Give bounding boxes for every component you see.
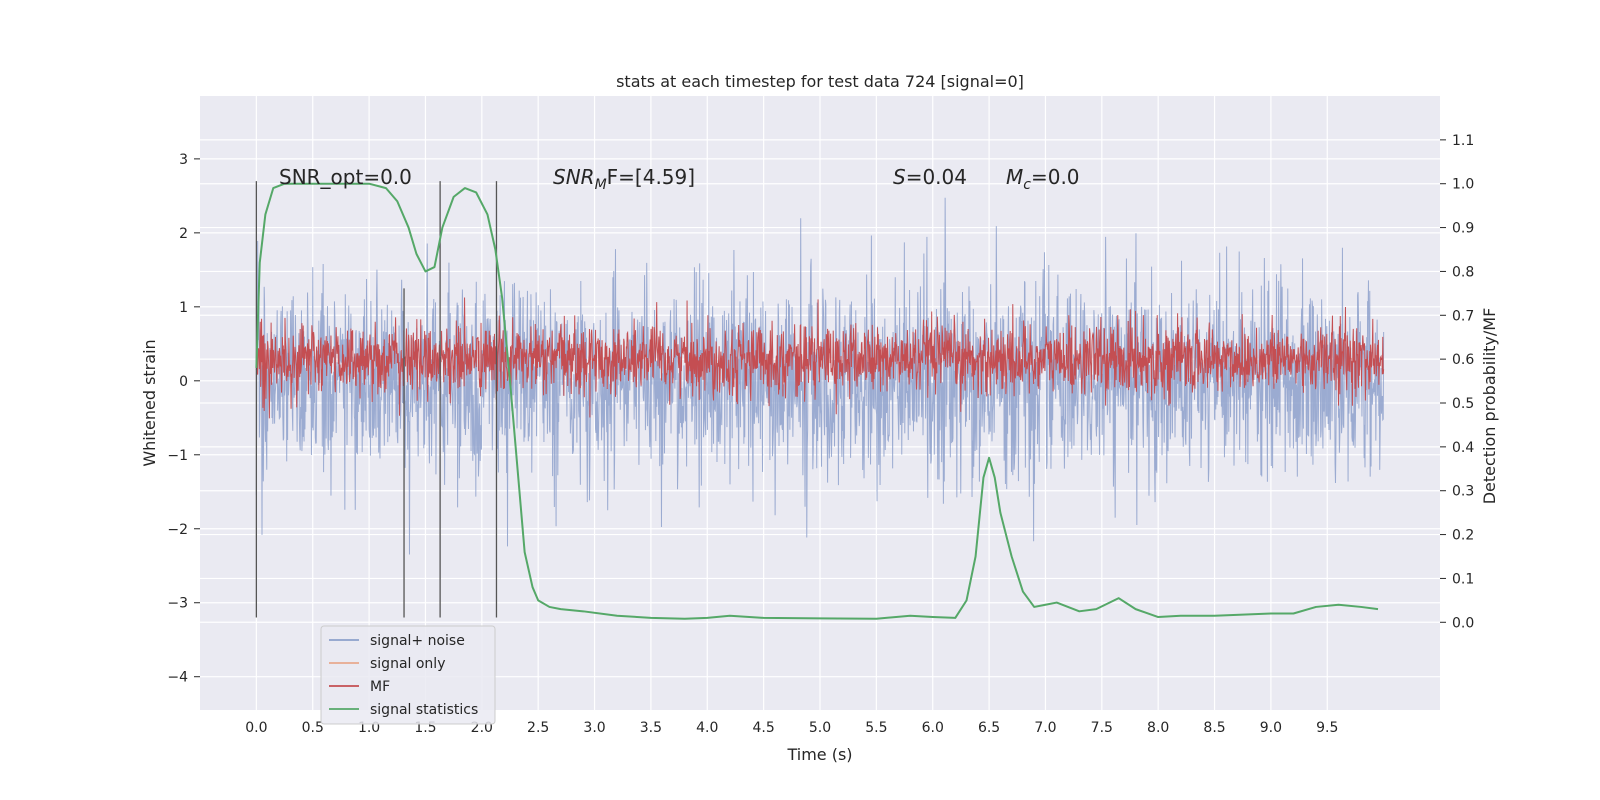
x-tick-label: 9.5 bbox=[1316, 720, 1338, 736]
y-right-tick-label: 1.1 bbox=[1452, 133, 1474, 149]
x-tick-label: 3.0 bbox=[583, 720, 605, 736]
y-axis-left-label: Whitened strain bbox=[140, 339, 159, 466]
x-tick-label: 9.0 bbox=[1260, 720, 1282, 736]
y-left-tick-label: 2 bbox=[179, 226, 188, 242]
x-tick-label: 7.0 bbox=[1034, 720, 1056, 736]
y-right-tick-label: 0.1 bbox=[1452, 571, 1474, 587]
chart-title: stats at each timestep for test data 724… bbox=[616, 72, 1024, 91]
y-right-tick-label: 0.4 bbox=[1452, 440, 1474, 456]
series-signal-statistics bbox=[255, 182, 1379, 620]
y-left-tick-labels: −4 −3 −2 −1 0 1 2 3 bbox=[167, 152, 200, 686]
mf-line bbox=[255, 297, 1385, 419]
y-right-tick-label: 0.2 bbox=[1452, 528, 1474, 544]
legend-box bbox=[320, 625, 496, 725]
y-right-tick-label: 0.6 bbox=[1452, 352, 1474, 368]
x-tick-label: 7.5 bbox=[1091, 720, 1113, 736]
x-tick-label: 4.5 bbox=[753, 720, 775, 736]
y-right-tick-label: 0.5 bbox=[1452, 396, 1474, 412]
annotation-snr-opt: SNR_opt=0.0 bbox=[279, 165, 412, 189]
y-right-tick-label: 0.0 bbox=[1452, 615, 1474, 631]
x-tick-label: 3.5 bbox=[640, 720, 662, 736]
y-right-tick-label: 1.0 bbox=[1452, 177, 1474, 193]
signal-statistics-line bbox=[255, 182, 1379, 620]
x-tick-labels: 0.0 0.5 1.0 1.5 2.0 2.5 3.0 3.5 4.0 4.5 5.0 5.5 6.0 6… bbox=[245, 720, 1338, 736]
annotation-mc-label: M bbox=[1006, 165, 1023, 189]
y-left-tick-label: −4 bbox=[167, 670, 188, 686]
annotation-mc-sub: c bbox=[1023, 177, 1031, 193]
y-right-tick-label: 0.3 bbox=[1452, 484, 1474, 500]
legend: signal+ noise signal only MF signal stat… bbox=[320, 625, 496, 725]
x-tick-label: 4.0 bbox=[696, 720, 718, 736]
annotation-snr-mf-base: SNR bbox=[553, 165, 595, 189]
x-tick-label: 6.5 bbox=[978, 720, 1000, 736]
annotation-s-label: S bbox=[893, 165, 906, 189]
y-right-tick-label: 0.8 bbox=[1452, 264, 1474, 280]
vertical-markers bbox=[255, 181, 498, 618]
series-mf bbox=[255, 297, 1385, 419]
annotation-snr-mf-rest: F=[4.59] bbox=[607, 165, 695, 189]
annotation-mc-value: =0.0 bbox=[1031, 165, 1080, 189]
y-left-tick-label: −1 bbox=[167, 448, 188, 464]
y-left-tick-label: −3 bbox=[167, 596, 188, 612]
annotation-mc: Mc=0.0 bbox=[1006, 165, 1080, 193]
x-tick-label: 8.5 bbox=[1203, 720, 1225, 736]
annotation-s: S=0.04 bbox=[893, 165, 967, 189]
annotation-s-value: =0.04 bbox=[906, 165, 967, 189]
legend-label-mf: MF bbox=[370, 679, 390, 695]
x-tick-label: 6.0 bbox=[922, 720, 944, 736]
x-tick-label: 2.5 bbox=[527, 720, 549, 736]
y-right-tick-labels: 0.0 0.1 0.2 0.3 0.4 0.5 0.6 0.7 0.8 0.9 1.0 1.1 bbox=[1440, 133, 1474, 631]
x-tick-label: 0.5 bbox=[302, 720, 324, 736]
y-right-tick-label: 0.9 bbox=[1452, 221, 1474, 237]
y-left-tick-label: −2 bbox=[167, 522, 188, 538]
x-tick-label: 8.0 bbox=[1147, 720, 1169, 736]
legend-label-signal-noise: signal+ noise bbox=[370, 633, 465, 649]
x-tick-label: 5.0 bbox=[809, 720, 831, 736]
y-left-tick-label: 1 bbox=[179, 300, 188, 316]
y-right-tick-label: 0.7 bbox=[1452, 308, 1474, 324]
y-left-tick-label: 0 bbox=[179, 374, 188, 390]
annotation-snr-mf: SNRMF=[4.59] bbox=[553, 165, 695, 193]
x-axis-label: Time (s) bbox=[786, 745, 852, 764]
y-axis-right-label: Detection probability/MF bbox=[1480, 308, 1499, 505]
x-tick-label: 5.5 bbox=[865, 720, 887, 736]
legend-label-signal-only: signal only bbox=[370, 656, 445, 672]
y-left-tick-label: 3 bbox=[179, 152, 188, 168]
annotation-snr-mf-sub: M bbox=[595, 177, 607, 193]
legend-label-signal-statistics: signal statistics bbox=[370, 702, 478, 718]
x-tick-label: 0.0 bbox=[245, 720, 267, 736]
